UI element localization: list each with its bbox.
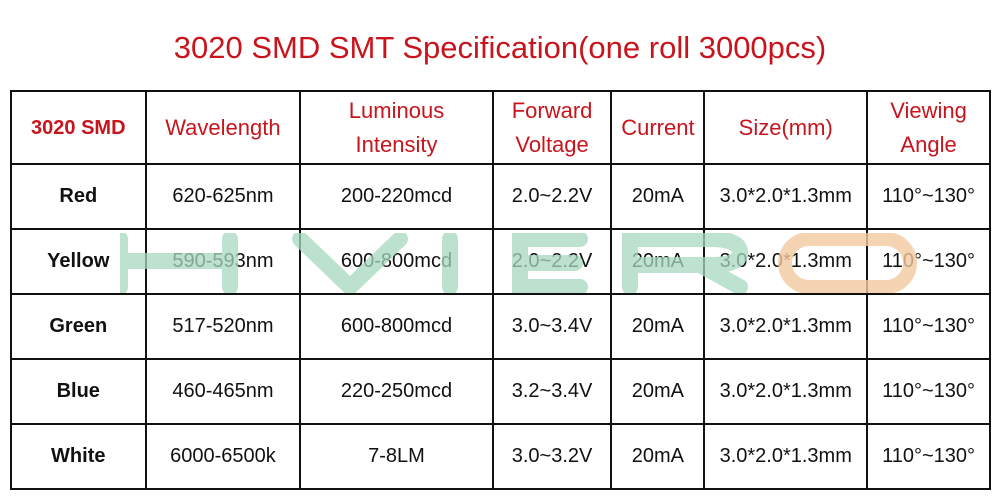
cell-luminous-intensity: 220-250mcd <box>299 358 494 425</box>
cell-color: White <box>10 423 147 490</box>
cell-current: 20mA <box>610 228 706 295</box>
cell-viewing-angle: 110°~130° <box>866 163 991 230</box>
cell-size: 3.0*2.0*1.3mm <box>703 423 869 490</box>
cell-forward-voltage: 2.0~2.2V <box>491 163 613 230</box>
header-line-1: Viewing <box>890 97 967 123</box>
spec-table: 3020 SMD Wavelength Luminous Intensity Fo… <box>10 90 991 490</box>
header-model: 3020 SMD <box>10 90 147 165</box>
cell-current: 20mA <box>610 423 706 490</box>
header-line-1: Forward <box>511 97 593 123</box>
cell-luminous-intensity: 200-220mcd <box>299 163 494 230</box>
header-line-2: Voltage <box>515 131 589 157</box>
cell-luminous-intensity: 7-8LM <box>299 423 494 490</box>
table-row: Green 517-520nm 600-800mcd 3.0~3.4V 20mA… <box>10 293 991 360</box>
cell-luminous-intensity: 600-800mcd <box>299 293 494 360</box>
cell-color: Blue <box>10 358 147 425</box>
cell-viewing-angle: 110°~130° <box>866 358 991 425</box>
header-size-label: Size(mm) <box>738 114 833 140</box>
header-current: Current <box>610 90 706 165</box>
cell-current: 20mA <box>610 163 706 230</box>
header-line-2: Angle <box>900 131 957 157</box>
header-row: 3020 SMD Wavelength Luminous Intensity Fo… <box>10 90 991 165</box>
cell-current: 20mA <box>610 358 706 425</box>
cell-forward-voltage: 3.2~3.4V <box>491 358 613 425</box>
cell-wavelength: 460-465nm <box>144 358 302 425</box>
cell-viewing-angle: 110°~130° <box>866 293 991 360</box>
cell-size: 3.0*2.0*1.3mm <box>703 293 869 360</box>
cell-forward-voltage: 3.0~3.2V <box>491 423 613 490</box>
header-wavelength: Wavelength <box>144 90 302 165</box>
header-current-label: Current <box>621 114 695 140</box>
header-line-2: Intensity <box>355 131 438 157</box>
cell-current: 20mA <box>610 293 706 360</box>
table-row: Yellow 590-593nm 600-800mcd 2.0~2.2V 20m… <box>10 228 991 295</box>
header-viewing-angle: Viewing Angle <box>866 90 991 165</box>
cell-viewing-angle: 110°~130° <box>866 423 991 490</box>
cell-color: Yellow <box>10 228 147 295</box>
cell-wavelength: 517-520nm <box>144 293 302 360</box>
cell-color: Green <box>10 293 147 360</box>
cell-wavelength: 620-625nm <box>144 163 302 230</box>
page-title: 3020 SMD SMT Specification(one roll 3000… <box>173 30 827 65</box>
header-forward-voltage: Forward Voltage <box>491 90 613 165</box>
cell-forward-voltage: 3.0~3.4V <box>491 293 613 360</box>
cell-size: 3.0*2.0*1.3mm <box>703 358 869 425</box>
cell-forward-voltage: 2.0~2.2V <box>491 228 613 295</box>
cell-size: 3.0*2.0*1.3mm <box>703 228 869 295</box>
header-wavelength-label: Wavelength <box>165 114 281 140</box>
cell-wavelength: 590-593nm <box>144 228 302 295</box>
table-row: Red 620-625nm 200-220mcd 2.0~2.2V 20mA 3… <box>10 163 991 230</box>
cell-viewing-angle: 110°~130° <box>866 228 991 295</box>
cell-luminous-intensity: 600-800mcd <box>299 228 494 295</box>
table-row: White 6000-6500k 7-8LM 3.0~3.2V 20mA 3.0… <box>10 423 991 490</box>
header-line-1: Luminous <box>348 97 445 123</box>
header-size: Size(mm) <box>703 90 869 165</box>
cell-wavelength: 6000-6500k <box>144 423 302 490</box>
header-luminous-intensity: Luminous Intensity <box>299 90 494 165</box>
cell-size: 3.0*2.0*1.3mm <box>703 163 869 230</box>
table-row: Blue 460-465nm 220-250mcd 3.2~3.4V 20mA … <box>10 358 991 425</box>
cell-color: Red <box>10 163 147 230</box>
header-model-label: 3020 SMD <box>31 116 126 139</box>
